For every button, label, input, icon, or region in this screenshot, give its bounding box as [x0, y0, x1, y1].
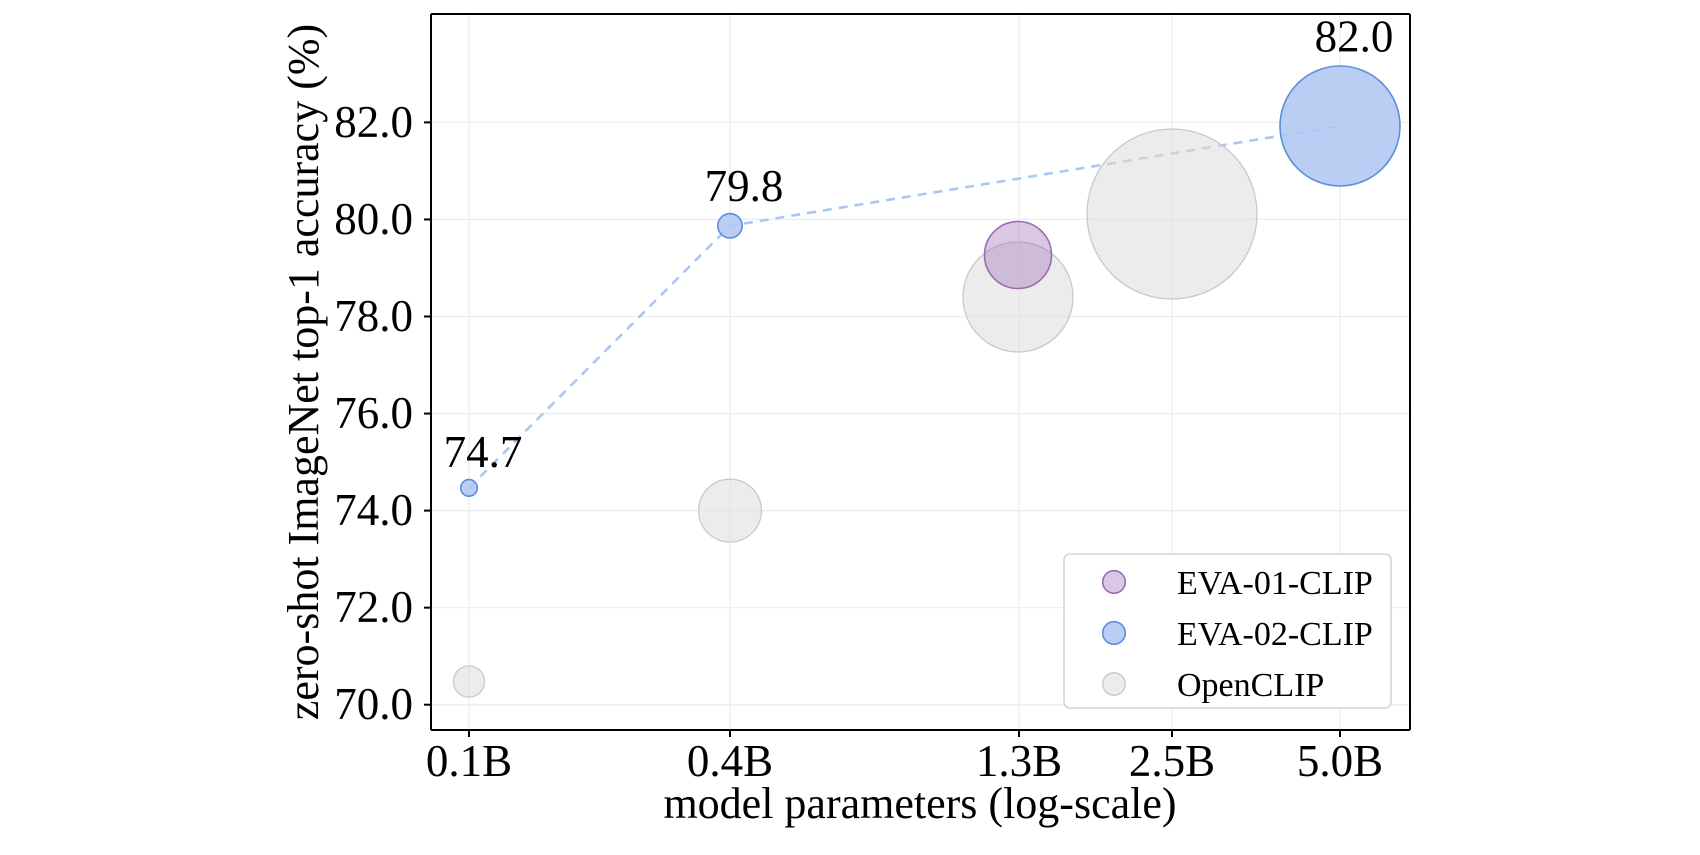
svg-text:72.0: 72.0: [334, 582, 413, 632]
svg-text:EVA-01-CLIP: EVA-01-CLIP: [1177, 565, 1373, 602]
svg-text:0.1B: 0.1B: [426, 736, 512, 786]
svg-text:zero-shot ImageNet top-1 accur: zero-shot ImageNet top-1 accuracy (%): [279, 24, 328, 720]
svg-text:70.0: 70.0: [334, 679, 413, 729]
svg-text:82.0: 82.0: [1315, 11, 1394, 61]
svg-text:82.0: 82.0: [334, 97, 413, 147]
svg-text:EVA-02-CLIP: EVA-02-CLIP: [1177, 616, 1373, 653]
svg-text:model parameters (log-scale): model parameters (log-scale): [663, 779, 1176, 828]
svg-text:OpenCLIP: OpenCLIP: [1177, 667, 1324, 704]
svg-text:80.0: 80.0: [334, 194, 413, 244]
svg-text:79.8: 79.8: [705, 161, 784, 211]
svg-text:5.0B: 5.0B: [1297, 736, 1383, 786]
svg-text:74.0: 74.0: [334, 485, 413, 535]
svg-text:78.0: 78.0: [334, 291, 413, 341]
svg-text:74.7: 74.7: [444, 427, 523, 477]
svg-text:76.0: 76.0: [334, 388, 413, 438]
